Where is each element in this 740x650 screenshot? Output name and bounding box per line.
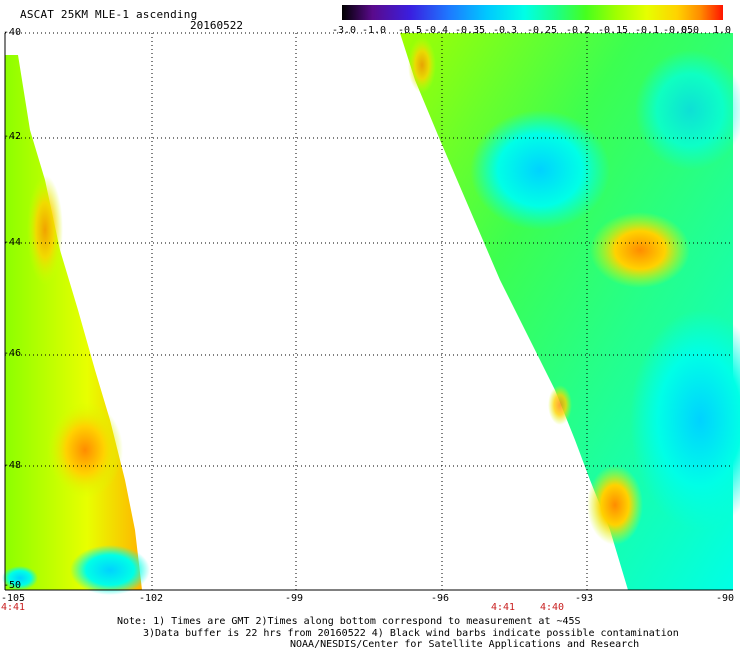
data-swath-left xyxy=(5,55,142,590)
wind-anomaly-orange xyxy=(27,175,63,285)
time-label: 4:41 xyxy=(491,602,516,613)
lon-label: -90 xyxy=(716,593,735,604)
lon-label: -96 xyxy=(431,593,450,604)
wind-anomaly-cyan xyxy=(70,545,150,595)
wind-anomaly-orange xyxy=(47,402,123,498)
lat-label: -48 xyxy=(3,460,22,471)
footnote-line-1: Note: 1) Times are GMT 2)Times along bot… xyxy=(117,616,581,627)
footnote-line-3: NOAA/NESDIS/Center for Satellite Applica… xyxy=(290,639,640,650)
colorbar-label: -0.2 xyxy=(565,25,591,36)
product-date: 20160522 xyxy=(190,19,243,32)
lat-label: -42 xyxy=(3,131,22,142)
colorbar-label: -1.0 xyxy=(361,25,387,36)
lat-label: -44 xyxy=(3,237,22,248)
colorbar-label: -0.25 xyxy=(526,25,558,36)
colorbar-labels: -3.0 -1.0 -0.5 -0.4 -0.35 -0.3 -0.25 -0.… xyxy=(330,25,740,37)
wind-anomaly-cyan xyxy=(630,310,740,530)
product-title: ASCAT 25KM MLE-1 ascending xyxy=(20,8,198,21)
colorbar-label: -0.35 xyxy=(454,25,486,36)
map-frame xyxy=(4,33,733,591)
lon-label: -93 xyxy=(575,593,594,604)
lon-label: -105 xyxy=(1,593,26,604)
time-label: 4:41 xyxy=(1,602,26,613)
wind-anomaly-cyan xyxy=(635,50,740,170)
lon-label: -102 xyxy=(139,593,164,604)
lon-label: -99 xyxy=(285,593,304,604)
colorbar-label: -0.4 xyxy=(423,25,449,36)
colorbar-label: -0.15 xyxy=(597,25,629,36)
wind-anomaly-cyan xyxy=(470,110,610,230)
wind-anomaly-cyan xyxy=(2,566,38,590)
wind-anomaly-orange xyxy=(548,385,572,425)
colorbar-label: -0.05 xyxy=(662,25,694,36)
time-label: 4:40 xyxy=(540,602,565,613)
wind-anomaly-orange xyxy=(587,465,643,545)
wind-anomaly-orange xyxy=(590,212,690,288)
colorbar-label: -3.0 xyxy=(331,25,357,36)
colorbar-label: -0.5 xyxy=(397,25,423,36)
wind-anomaly-orange xyxy=(408,37,436,93)
footnote-line-2: 3)Data buffer is 22 hrs from 20160522 4)… xyxy=(143,628,679,639)
lat-label: -46 xyxy=(3,348,22,359)
colorbar-label: 0.0 xyxy=(680,25,700,36)
lat-label: -50 xyxy=(3,580,22,591)
lat-label: -40 xyxy=(3,27,22,38)
map-grid xyxy=(5,32,733,590)
colorbar-label: -0.1 xyxy=(634,25,660,36)
colorbar xyxy=(342,5,723,20)
colorbar-label: -0.3 xyxy=(492,25,518,36)
colorbar-label: 1.0 xyxy=(712,25,732,36)
